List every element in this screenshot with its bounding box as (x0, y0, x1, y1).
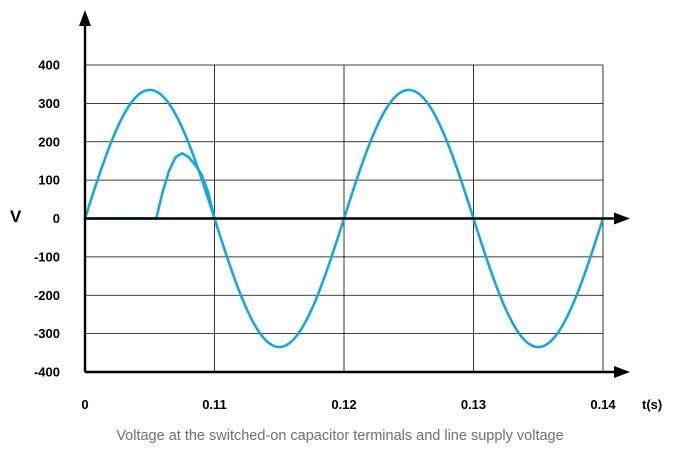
x-tick-label: 0.11 (202, 397, 227, 412)
x-tick-label: 0.14 (590, 397, 616, 412)
y-tick-label: 100 (38, 173, 60, 188)
x-tick-label: 0.13 (461, 397, 486, 412)
y-tick-label: 400 (38, 58, 60, 73)
y-tick-label: -400 (34, 365, 60, 380)
series-line (83, 151, 216, 220)
voltage-chart: 400 300 200 100 0 -100 -200 -300 -400 0 0.11 0.12 0.… (10, 10, 662, 413)
y-tick-label: 200 (38, 134, 60, 149)
chart-caption: Voltage at the switched-on capacitor ter… (116, 428, 564, 444)
y-tick-label: -100 (34, 249, 60, 264)
y-tick-label: 0 (53, 211, 60, 226)
axes (79, 10, 630, 378)
zero-axis-arrow (614, 212, 630, 225)
x-axis-arrow (614, 366, 630, 378)
tick-labels: 400 300 200 100 0 -100 -200 -300 -400 0 0.11 0.12 0.… (34, 58, 616, 413)
x-tick-label: 0.12 (331, 397, 356, 412)
y-tick-label: -200 (34, 288, 60, 303)
y-axis-arrow (79, 10, 91, 26)
y-axis-label: V (10, 207, 22, 226)
x-tick-label: 0 (81, 397, 88, 412)
grid (85, 64, 604, 373)
y-tick-label: 300 (38, 96, 60, 111)
x-axis-label: t(s) (642, 397, 662, 412)
y-tick-label: -300 (34, 326, 60, 341)
